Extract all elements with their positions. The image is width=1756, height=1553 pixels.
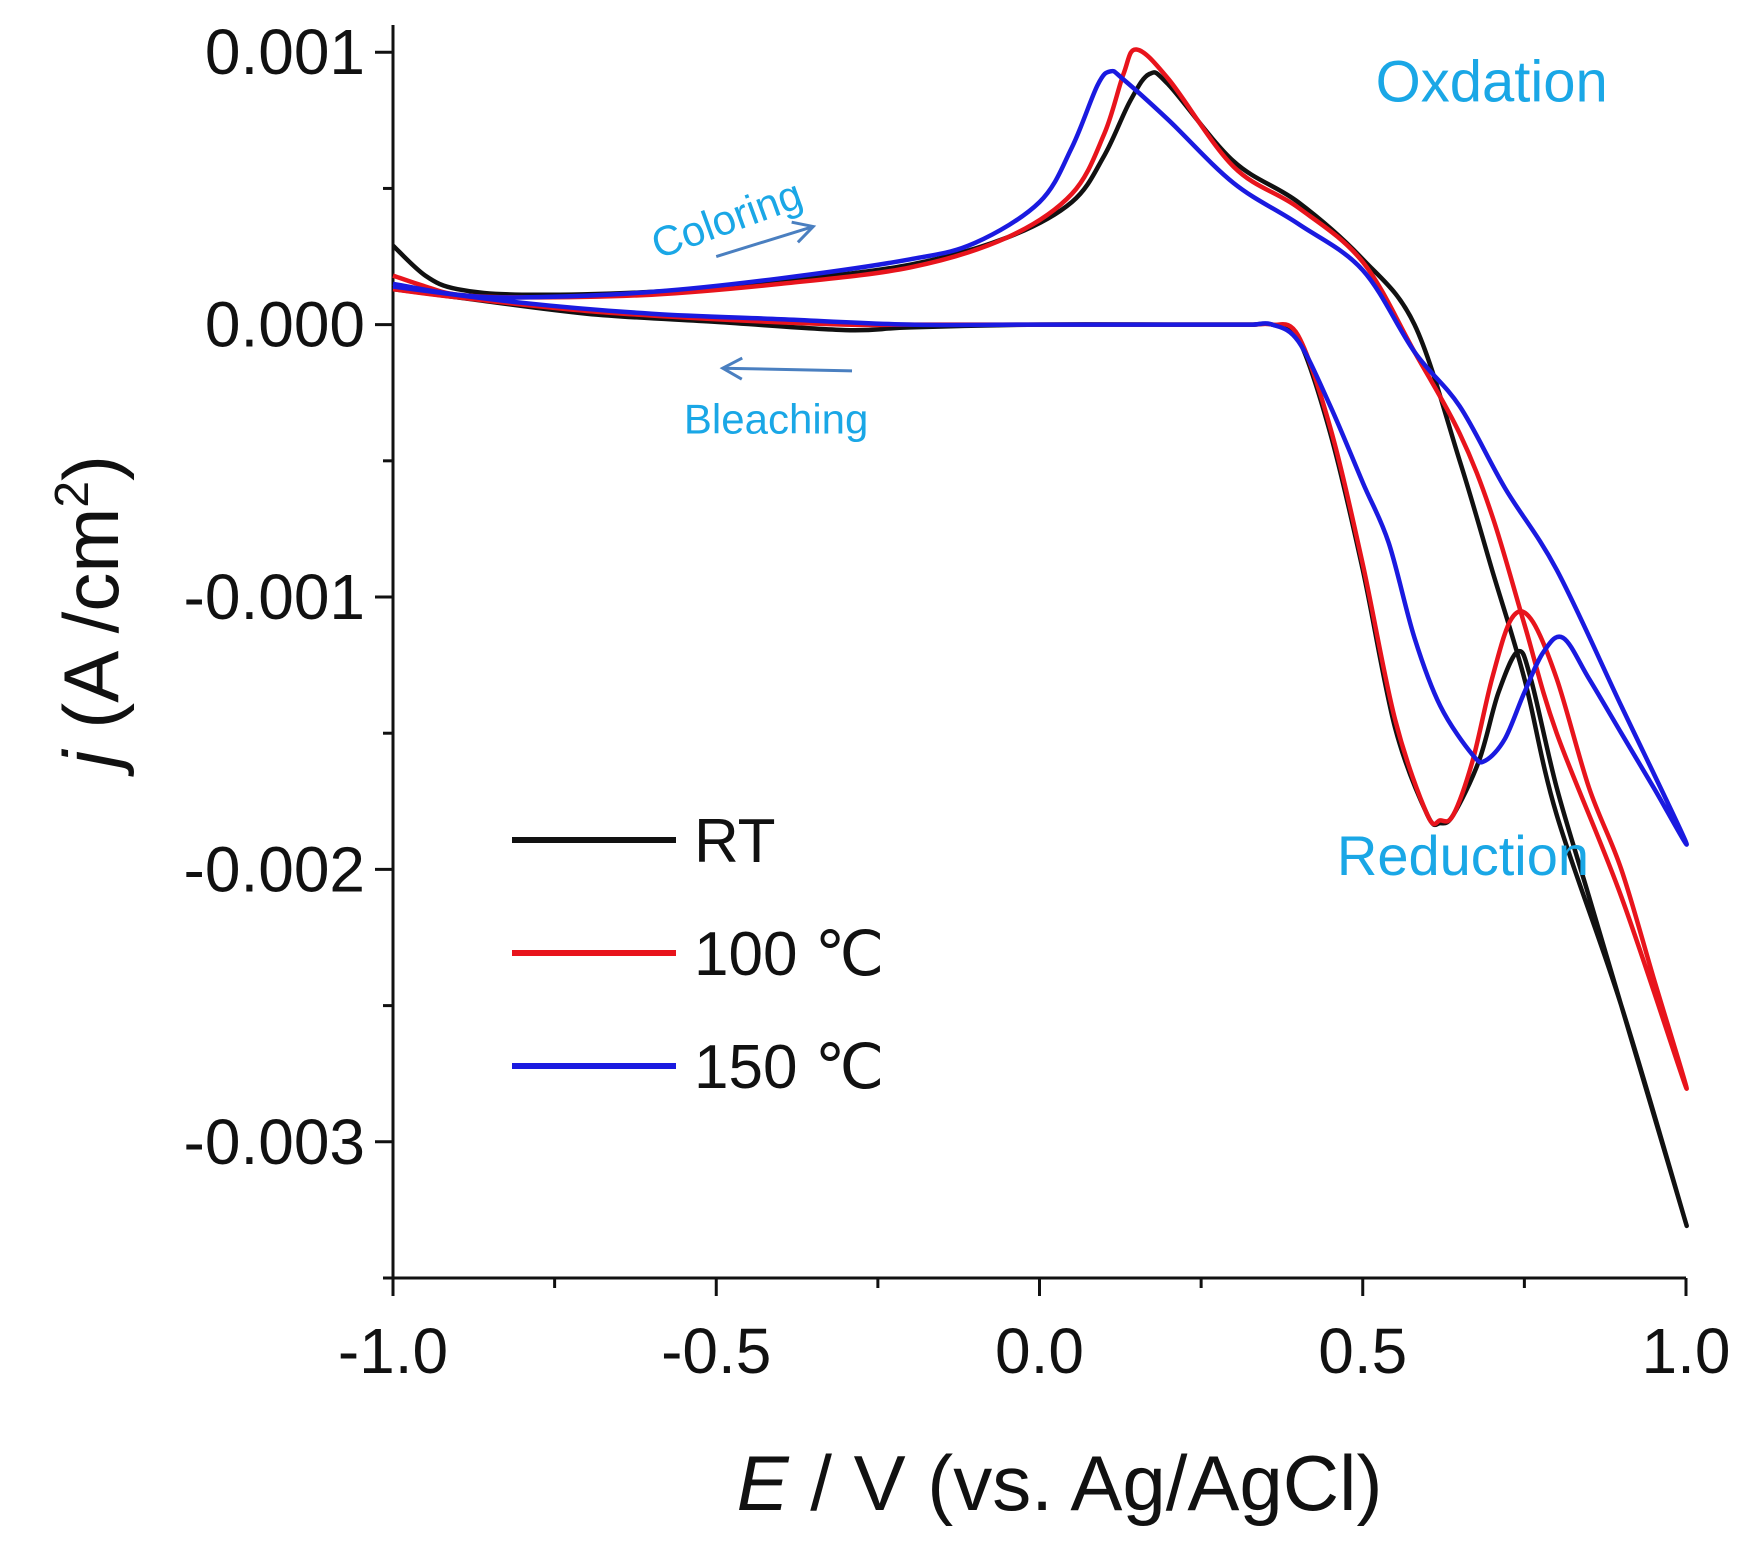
legend: RT 100 ℃ 150 ℃ (512, 807, 884, 1102)
y-tick-label: -0.001 (184, 561, 365, 633)
coloring-arrow-head (791, 220, 817, 244)
legend-entry: 100 ℃ (512, 920, 884, 989)
y-axis-title: j(A /cm2) (46, 455, 135, 777)
legend-label: 100 ℃ (694, 920, 884, 989)
legend-label: RT (694, 807, 776, 876)
annotation-oxidation: Oxdation (1376, 49, 1608, 114)
annotation-bleaching: Bleaching (684, 396, 868, 443)
legend-entry: 150 ℃ (512, 1033, 884, 1102)
legend-entry: RT (512, 807, 776, 876)
y-axis-title-text: (A /cm (47, 508, 135, 729)
x-axis-title-symbol: E (737, 1439, 790, 1527)
y-tick-label: 0.000 (205, 289, 365, 361)
x-tick-label: 0.5 (1318, 1315, 1407, 1387)
x-axis-title-text: / V (vs. Ag/AgCl) (789, 1439, 1383, 1527)
y-axis-title-close: ) (47, 455, 135, 481)
annotation-reduction: Reduction (1337, 824, 1589, 887)
series-line-150 (392, 68, 1689, 847)
bleaching-arrow-shaft (722, 366, 853, 373)
x-tick-label: -1.0 (338, 1315, 448, 1387)
x-tick-label: 0.0 (995, 1315, 1084, 1387)
x-tick-label: -0.5 (661, 1315, 771, 1387)
axes: -1.0 -0.5 0.0 0.5 1.0 0.001 0.000 -0.001 -0.002 -… (184, 16, 1731, 1387)
y-tick-label: -0.003 (184, 1106, 365, 1178)
y-tick-label: -0.002 (184, 833, 365, 905)
bleaching-arrow-head (719, 356, 743, 381)
x-axis-title: E / V (vs. Ag/AgCl) (737, 1439, 1383, 1527)
y-tick-label: 0.001 (205, 16, 365, 88)
data-series (391, 47, 1689, 1229)
x-tick-label: 1.0 (1642, 1315, 1731, 1387)
coloring-arrow (715, 220, 817, 258)
coloring-arrow-shaft (715, 225, 814, 258)
bleaching-arrow (719, 356, 853, 381)
legend-label: 150 ℃ (694, 1033, 884, 1102)
y-axis-title-superscript: 2 (46, 481, 99, 508)
